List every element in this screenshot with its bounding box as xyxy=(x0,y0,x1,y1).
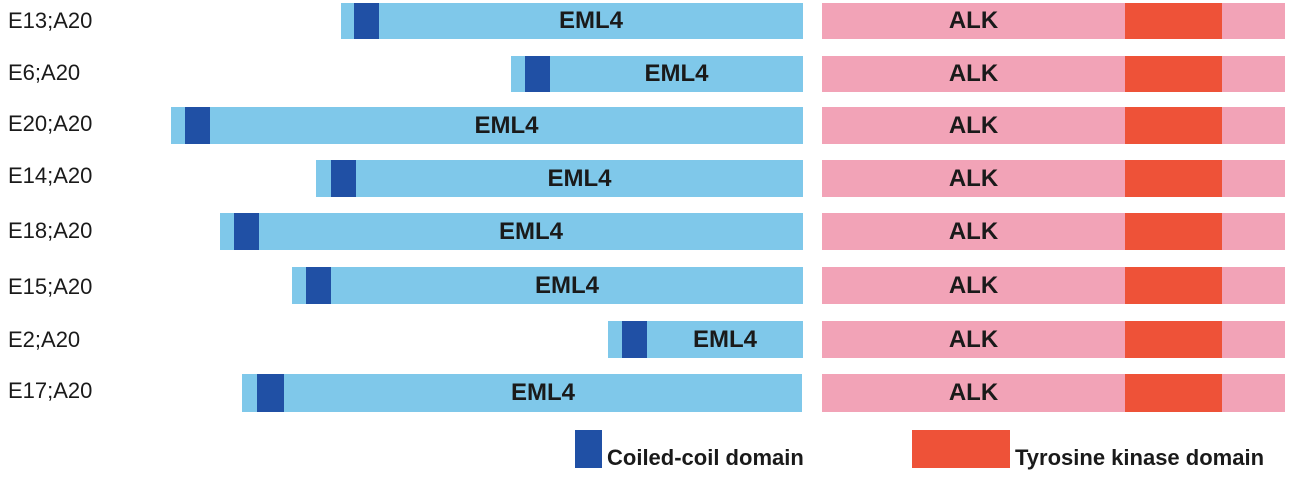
alk-label: ALK xyxy=(948,7,999,34)
eml4-label: EML4 xyxy=(510,379,575,406)
fusion-variant-label: E18;A20 xyxy=(8,218,93,243)
eml4-bar: EML4 xyxy=(220,213,803,250)
coiled-coil-domain xyxy=(354,3,379,39)
fusion-variant-label: E17;A20 xyxy=(8,378,93,403)
fusion-variant-label: E2;A20 xyxy=(8,327,81,352)
alk-label: ALK xyxy=(948,60,999,87)
alk-bar: ALK xyxy=(822,213,1285,250)
alk-bar: ALK xyxy=(822,321,1285,358)
alk-bar: ALK xyxy=(822,56,1285,92)
eml4-bar: EML4 xyxy=(316,160,803,197)
eml4-bar: EML4 xyxy=(171,107,803,144)
alk-label: ALK xyxy=(948,111,999,139)
tyrosine-kinase-domain xyxy=(1125,213,1222,250)
coiled-coil-domain xyxy=(525,56,550,92)
eml4-bar: EML4 xyxy=(341,3,803,39)
tyrosine-kinase-domain xyxy=(1125,160,1222,197)
coiled-coil-domain xyxy=(234,213,259,250)
coiled-coil-legend-swatch xyxy=(575,430,602,468)
eml4-label: EML4 xyxy=(534,271,599,299)
tyrosine-kinase-domain xyxy=(1125,321,1222,358)
alk-label: ALK xyxy=(948,379,999,406)
coiled-coil-domain xyxy=(622,321,647,358)
fusion-variant-label: E15;A20 xyxy=(8,274,93,299)
eml4-label: EML4 xyxy=(692,325,757,353)
eml4-label: EML4 xyxy=(498,217,563,245)
tyrosine-kinase-domain xyxy=(1125,56,1222,92)
tyrosine-kinase-domain xyxy=(1125,3,1222,39)
eml4-bar: EML4 xyxy=(292,267,803,304)
coiled-coil-domain xyxy=(331,160,356,197)
fusion-variant-label: E13;A20 xyxy=(8,8,93,33)
fusion-variant-label: E20;A20 xyxy=(8,111,93,136)
alk-label: ALK xyxy=(948,164,999,192)
alk-label: ALK xyxy=(948,271,999,299)
alk-bar: ALK xyxy=(822,267,1285,304)
eml4-bar: EML4 xyxy=(608,321,803,358)
coiled-coil-domain xyxy=(306,267,331,304)
tyrosine-kinase-domain xyxy=(1125,267,1222,304)
fusion-variant-label: E14;A20 xyxy=(8,163,93,188)
eml4-label: EML4 xyxy=(547,164,612,192)
tyrosine-kinase-legend-swatch xyxy=(912,430,1010,468)
coiled-coil-domain xyxy=(257,374,284,412)
tyrosine-kinase-domain xyxy=(1125,107,1222,144)
alk-label: ALK xyxy=(948,325,999,353)
eml4-bar: EML4 xyxy=(511,56,803,92)
eml4-label: EML4 xyxy=(558,7,623,34)
alk-label: ALK xyxy=(948,217,999,245)
tyrosine-kinase-legend-label: Tyrosine kinase domain xyxy=(1015,445,1265,470)
eml4-label: EML4 xyxy=(474,111,539,139)
eml4-bar: EML4 xyxy=(242,374,802,412)
coiled-coil-domain xyxy=(185,107,210,144)
fusion-variant-label: E6;A20 xyxy=(8,60,81,85)
eml4-label: EML4 xyxy=(644,60,709,87)
alk-bar: ALK xyxy=(822,160,1285,197)
alk-bar: ALK xyxy=(822,3,1285,39)
tyrosine-kinase-domain xyxy=(1125,374,1222,412)
alk-bar: ALK xyxy=(822,374,1285,412)
alk-bar: ALK xyxy=(822,107,1285,144)
coiled-coil-legend-label: Coiled-coil domain xyxy=(607,445,804,470)
